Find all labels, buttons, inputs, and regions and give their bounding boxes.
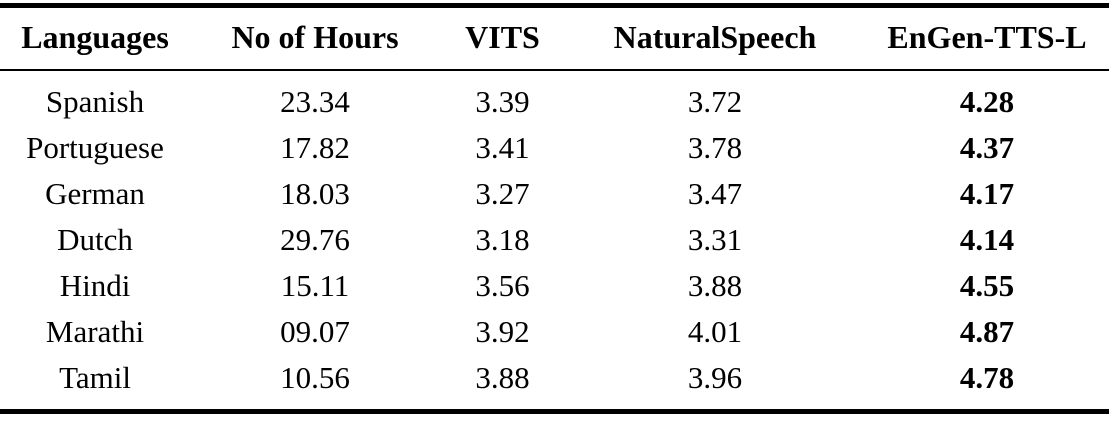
cell-naturalspeech: 4.01	[687, 314, 743, 349]
cell-naturalspeech: 3.88	[687, 268, 743, 303]
cell-languages: Marathi	[45, 314, 145, 349]
cell-engen-tts-l: 4.17	[959, 176, 1015, 211]
cell-vits: 3.56	[475, 268, 530, 303]
column-header-naturalspeech: NaturalSpeech	[565, 5, 865, 71]
cell-no-of-hours: 15.11	[280, 268, 350, 303]
cell-languages: Dutch	[57, 222, 133, 257]
table-row: Dutch 29.76 3.18 3.31 4.14	[0, 217, 1109, 263]
cell-languages: Tamil	[59, 360, 131, 395]
cell-engen-tts-l: 4.37	[959, 130, 1015, 165]
table-body: Spanish 23.34 3.39 3.72 4.28 Portuguese 17.82 3…	[0, 70, 1109, 412]
cell-vits: 3.92	[475, 314, 530, 349]
cell-naturalspeech: 3.72	[687, 84, 743, 119]
table-row: Tamil 10.56 3.88 3.96 4.78	[0, 355, 1109, 412]
cell-languages: Hindi	[59, 268, 131, 303]
cell-no-of-hours: 17.82	[280, 130, 350, 165]
column-header-vits: VITS	[440, 5, 565, 71]
cell-languages: Portuguese	[26, 130, 164, 165]
cell-engen-tts-l: 4.28	[959, 84, 1015, 119]
cell-no-of-hours: 10.56	[280, 360, 350, 395]
cell-vits: 3.88	[475, 360, 530, 395]
table-row: Hindi 15.11 3.56 3.88 4.55	[0, 263, 1109, 309]
cell-vits: 3.41	[475, 130, 530, 165]
column-header-no-of-hours: No of Hours	[190, 5, 440, 71]
cell-naturalspeech: 3.96	[687, 360, 743, 395]
cell-languages: Spanish	[45, 84, 145, 119]
table-row: Portuguese 17.82 3.41 3.78 4.37	[0, 125, 1109, 171]
header-row: Languages No of Hours VITS NaturalSpeech…	[0, 5, 1109, 71]
cell-no-of-hours: 09.07	[280, 314, 350, 349]
cell-no-of-hours: 18.03	[280, 176, 350, 211]
cell-naturalspeech: 3.31	[687, 222, 743, 257]
cell-engen-tts-l: 4.78	[959, 360, 1015, 395]
cell-naturalspeech: 3.47	[687, 176, 743, 211]
cell-naturalspeech: 3.78	[687, 130, 743, 165]
column-header-engen-tts-l: EnGen-TTS-L	[865, 5, 1109, 71]
cell-no-of-hours: 23.34	[280, 84, 350, 119]
cell-vits: 3.39	[475, 84, 530, 119]
cell-no-of-hours: 29.76	[280, 222, 350, 257]
cell-languages: German	[45, 176, 145, 211]
column-header-languages: Languages	[0, 5, 190, 71]
table-row: German 18.03 3.27 3.47 4.17	[0, 171, 1109, 217]
results-table: Languages No of Hours VITS NaturalSpeech…	[0, 3, 1109, 414]
table-row: Spanish 23.34 3.39 3.72 4.28	[0, 70, 1109, 125]
cell-engen-tts-l: 4.87	[959, 314, 1015, 349]
cell-engen-tts-l: 4.55	[959, 268, 1015, 303]
cell-vits: 3.27	[475, 176, 530, 211]
cell-engen-tts-l: 4.14	[959, 222, 1015, 257]
table-row: Marathi 09.07 3.92 4.01 4.87	[0, 309, 1109, 355]
cell-vits: 3.18	[475, 222, 530, 257]
